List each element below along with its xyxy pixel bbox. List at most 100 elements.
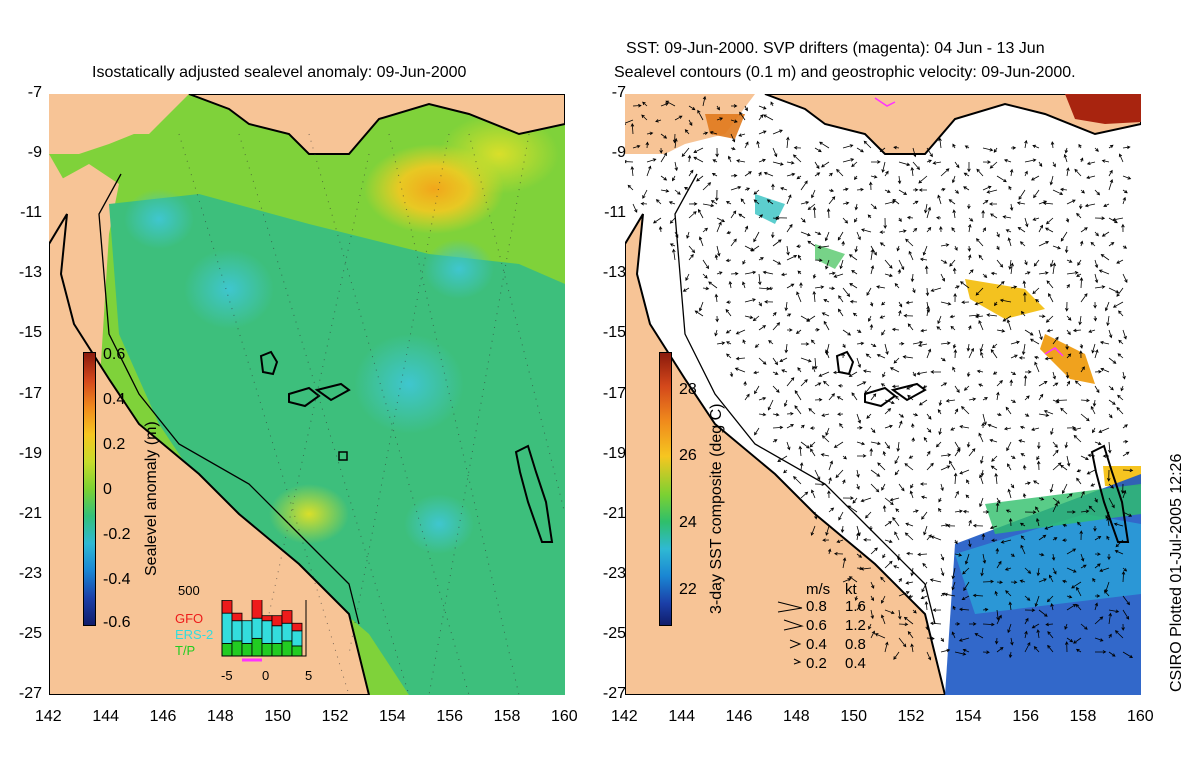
velocity-arrow (795, 329, 802, 335)
velocity-arrow (982, 510, 990, 514)
histogram-bar-tp (261, 643, 273, 657)
velocity-arrow (966, 479, 970, 485)
velocity-arrow (926, 206, 932, 219)
velocity-arrow (866, 287, 872, 296)
velocity-arrow (910, 273, 915, 283)
velocity-arrow (1098, 269, 1110, 275)
histogram-bar-ers (271, 625, 283, 644)
velocity-arrow (669, 243, 676, 247)
velocity-arrow (1066, 595, 1073, 599)
y-axis-tick-label: -23 (18, 564, 42, 582)
velocity-arrow (742, 259, 746, 265)
velocity-arrow (936, 216, 942, 220)
velocity-arrow (1038, 241, 1050, 247)
velocity-arrow (842, 158, 855, 163)
velocity-arrow (715, 147, 719, 158)
velocity-arrow (786, 254, 798, 261)
velocity-arrow (954, 285, 960, 289)
velocity-arrow (1008, 518, 1013, 527)
velocity-arrow (848, 576, 858, 583)
velocity-arrow (940, 357, 946, 362)
velocity-arrow (862, 369, 872, 373)
velocity-arrow (908, 250, 914, 261)
velocity-arrow (698, 236, 704, 247)
velocity-arrow (993, 147, 998, 153)
velocity-arrow (744, 270, 757, 275)
velocity-arrow (1018, 356, 1026, 360)
velocity-arrow (702, 286, 710, 291)
velocity-arrow (1080, 157, 1084, 163)
velocity-arrow (1074, 380, 1082, 387)
velocity-arrow (889, 367, 900, 373)
velocity-arrow (876, 285, 886, 289)
velocity-arrow (836, 539, 844, 543)
velocity-arrow (697, 208, 704, 219)
velocity-arrow (994, 590, 998, 597)
velocity-arrow (1079, 350, 1083, 359)
velocity-arrow (665, 100, 676, 107)
velocity-arrow (1024, 630, 1028, 639)
x-axis-tick-label: 142 (35, 708, 62, 725)
velocity-arrow (954, 408, 959, 415)
velocity-arrow (687, 154, 692, 163)
velocity-arrow (1034, 595, 1040, 607)
velocity-arrow (1045, 315, 1054, 323)
velocity-arrow (918, 399, 928, 406)
velocity-arrow (891, 327, 900, 332)
velocity-arrow (922, 245, 928, 256)
velocity-arrow (1024, 139, 1028, 149)
velocity-arrow (866, 413, 872, 419)
velocity-arrow (833, 551, 844, 556)
velocity-arrow (1080, 366, 1085, 373)
velocity-arrow (799, 282, 803, 289)
velocity-arrow (1008, 651, 1013, 659)
velocity-arrow (786, 283, 795, 289)
velocity-arrow (684, 186, 690, 191)
velocity-arrow (856, 553, 863, 558)
histogram-bar-gfo (221, 600, 233, 614)
y-axis-tick-label: -11 (20, 204, 42, 222)
velocity-arrow (744, 298, 756, 303)
velocity-arrow (1024, 370, 1032, 374)
velocity-arrow (725, 329, 732, 334)
velocity-arrow (1108, 441, 1112, 454)
velocity-arrow (1080, 564, 1087, 569)
x-axis-tick-label: 152 (321, 708, 349, 725)
velocity-arrow (923, 436, 928, 443)
velocity-arrow (702, 203, 715, 208)
velocity-arrow (1116, 259, 1124, 264)
velocity-arrow (1100, 367, 1110, 373)
velocity-arrow (1042, 201, 1054, 206)
velocity-arrow (1024, 158, 1037, 163)
velocity-arrow (1080, 413, 1090, 422)
velocity-arrow (726, 230, 732, 235)
velocity-arrow (898, 483, 905, 492)
velocity-arrow (1024, 271, 1031, 275)
velocity-arrow (1094, 441, 1102, 446)
velocity-arrow (876, 354, 886, 359)
velocity-arrow (625, 159, 634, 164)
velocity-arrow (702, 95, 707, 107)
velocity-arrow (1005, 509, 1012, 513)
velocity-arrow (800, 424, 805, 429)
velocity-arrow (870, 160, 881, 164)
velocity-arrow (730, 271, 739, 276)
velocity-arrow (953, 293, 957, 303)
velocity-arrow (880, 614, 886, 625)
velocity-arrow (1055, 398, 1068, 403)
velocity-arrow (898, 259, 905, 271)
velocity-arrow (1080, 509, 1090, 514)
velocity-arrow (1094, 273, 1099, 284)
velocity-arrow (1049, 483, 1054, 493)
velocity-arrow (1079, 277, 1084, 289)
velocity-arrow (738, 213, 746, 219)
velocity-arrow (1050, 603, 1054, 611)
velocity-arrow (961, 595, 970, 601)
velocity-arrow (870, 630, 875, 639)
x-axis-tick-label: 148 (207, 708, 234, 725)
velocity-arrow (856, 147, 864, 153)
velocity-arrow (758, 257, 764, 261)
x-axis-tick-label: 158 (1069, 708, 1097, 725)
velocity-arrow (754, 385, 760, 395)
velocity-arrow (930, 535, 942, 541)
